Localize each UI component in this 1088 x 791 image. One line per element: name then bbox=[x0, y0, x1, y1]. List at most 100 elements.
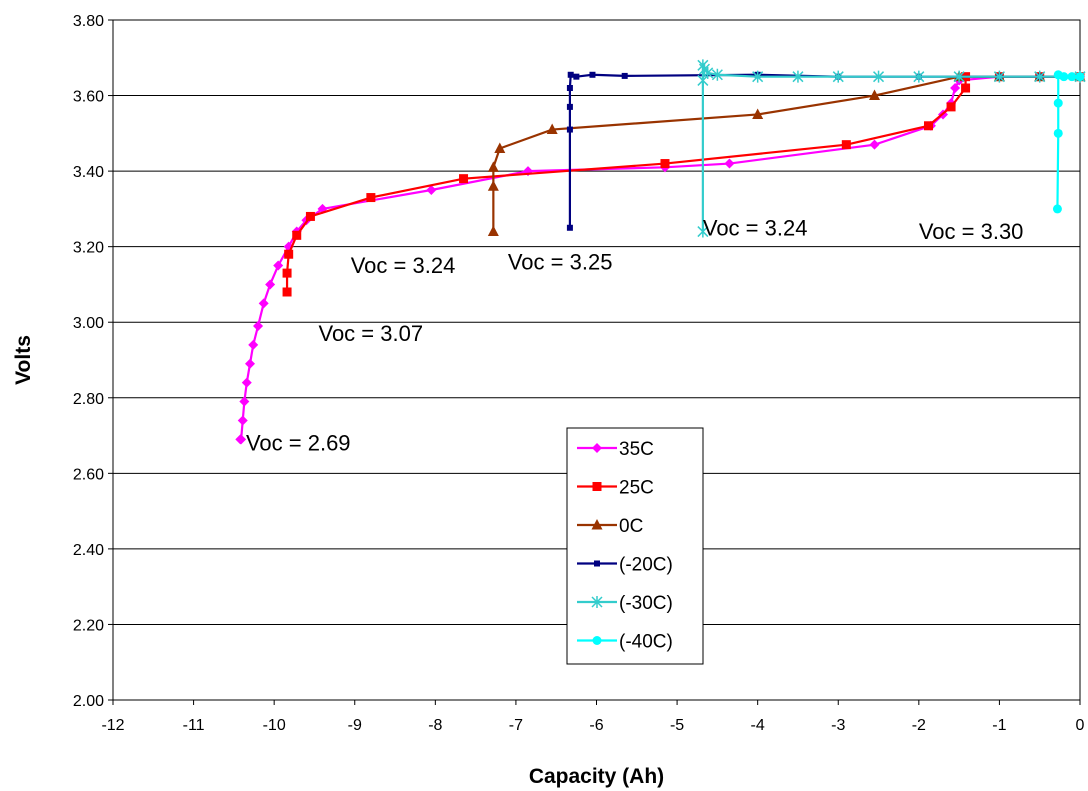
data-point bbox=[566, 103, 573, 110]
data-point bbox=[1053, 128, 1063, 138]
data-point bbox=[792, 70, 804, 83]
legend-item: 0C bbox=[577, 516, 643, 537]
legend: 35C 25C 0C (-20C) (-30C) (-40C) bbox=[566, 427, 704, 665]
y-tick-label: 2.80 bbox=[73, 391, 104, 408]
legend-item: (-20C) bbox=[577, 555, 673, 576]
data-point bbox=[573, 73, 580, 80]
data-point bbox=[752, 70, 764, 83]
voc-annotation: Voc = 2.69 bbox=[246, 431, 351, 456]
data-point bbox=[566, 126, 573, 133]
y-tick-label: 3.80 bbox=[73, 13, 104, 30]
data-point bbox=[993, 70, 1005, 83]
data-point bbox=[459, 174, 469, 184]
x-tick-label: -11 bbox=[183, 717, 205, 734]
x-tick-label: -1 bbox=[992, 717, 1006, 734]
data-point bbox=[1053, 70, 1063, 80]
data-point bbox=[284, 249, 294, 259]
data-point bbox=[660, 159, 670, 169]
data-point bbox=[924, 121, 934, 131]
data-point bbox=[950, 83, 961, 93]
annotations: Voc = 2.69 Voc = 3.07 Voc = 3.24 Voc = 3.25… bbox=[246, 215, 1023, 455]
voc-annotation: Voc = 3.07 bbox=[318, 321, 423, 346]
data-point bbox=[292, 230, 302, 240]
data-point bbox=[592, 482, 602, 491]
axis-ticks: 2.00 2.20 2.40 2.60 2.80 3.00 3.20 3.40 3.60 3.80… bbox=[73, 13, 1085, 734]
data-point bbox=[697, 74, 709, 87]
voc-annotation: Voc = 3.25 bbox=[508, 249, 613, 274]
x-tick-label: -3 bbox=[831, 717, 845, 734]
y-tick-label: 2.40 bbox=[73, 542, 104, 559]
data-point bbox=[241, 377, 252, 388]
data-point bbox=[487, 225, 499, 237]
data-point bbox=[1052, 204, 1062, 214]
data-point bbox=[724, 158, 735, 169]
y-tick-label: 3.00 bbox=[73, 315, 104, 332]
voc-annotation: Voc = 3.24 bbox=[703, 215, 808, 240]
y-tick-label: 3.20 bbox=[73, 240, 104, 257]
legend-label: 35C bbox=[619, 439, 654, 460]
data-point bbox=[426, 185, 437, 195]
x-tick-label: -5 bbox=[670, 717, 684, 734]
data-point bbox=[237, 415, 248, 426]
x-axis-title: Capacity (Ah) bbox=[529, 765, 664, 788]
data-point bbox=[248, 339, 259, 350]
data-point bbox=[591, 519, 603, 530]
legend-label: (-20C) bbox=[619, 555, 673, 576]
data-point bbox=[487, 180, 499, 191]
data-point bbox=[832, 70, 844, 83]
data-point bbox=[305, 211, 315, 221]
legend-box bbox=[566, 427, 704, 665]
data-point bbox=[567, 71, 574, 78]
data-point bbox=[697, 59, 709, 72]
legend-item: (-40C) bbox=[577, 632, 673, 653]
data-point bbox=[591, 596, 603, 608]
legend-label: 25C bbox=[619, 478, 654, 499]
data-point bbox=[546, 123, 558, 135]
data-point bbox=[1053, 98, 1063, 108]
y-tick-label: 2.60 bbox=[73, 466, 104, 483]
data-point bbox=[961, 83, 971, 93]
data-point bbox=[282, 287, 292, 297]
legend-item: 35C bbox=[577, 439, 654, 460]
data-point bbox=[494, 142, 506, 153]
data-point bbox=[592, 443, 602, 453]
data-point bbox=[258, 298, 269, 309]
legend-label: 0C bbox=[619, 516, 643, 537]
data-point bbox=[711, 68, 723, 81]
data-point bbox=[1034, 70, 1046, 83]
legend-item: 25C bbox=[577, 478, 654, 499]
data-point bbox=[566, 85, 573, 91]
data-point bbox=[869, 139, 880, 150]
series-40c bbox=[1052, 70, 1085, 214]
data-point bbox=[282, 268, 292, 278]
x-tick-label: -10 bbox=[263, 717, 286, 734]
x-tick-label: 0 bbox=[1076, 717, 1085, 734]
y-axis-title: Volts bbox=[12, 335, 35, 385]
voc-annotation: Voc = 3.30 bbox=[919, 219, 1024, 244]
x-tick-label: -9 bbox=[348, 717, 362, 734]
data-point bbox=[953, 70, 965, 83]
data-point bbox=[621, 72, 628, 79]
data-point bbox=[566, 224, 573, 231]
data-point bbox=[752, 108, 764, 119]
data-point bbox=[913, 70, 925, 83]
y-tick-label: 2.20 bbox=[73, 617, 104, 634]
data-point bbox=[253, 321, 264, 331]
data-point bbox=[265, 279, 276, 290]
legend-item: (-30C) bbox=[577, 593, 673, 614]
data-point bbox=[946, 102, 956, 112]
y-tick-label: 3.60 bbox=[73, 89, 104, 106]
x-tick-label: -7 bbox=[509, 717, 523, 734]
legend-label: (-40C) bbox=[619, 632, 673, 653]
data-point bbox=[1075, 72, 1085, 82]
data-point bbox=[698, 63, 711, 76]
data-point bbox=[366, 193, 376, 203]
data-point bbox=[235, 434, 246, 445]
data-point bbox=[244, 358, 255, 369]
x-tick-label: -8 bbox=[428, 717, 442, 734]
x-tick-label: -12 bbox=[101, 717, 124, 734]
y-tick-label: 3.40 bbox=[73, 164, 104, 181]
data-point bbox=[273, 260, 284, 271]
